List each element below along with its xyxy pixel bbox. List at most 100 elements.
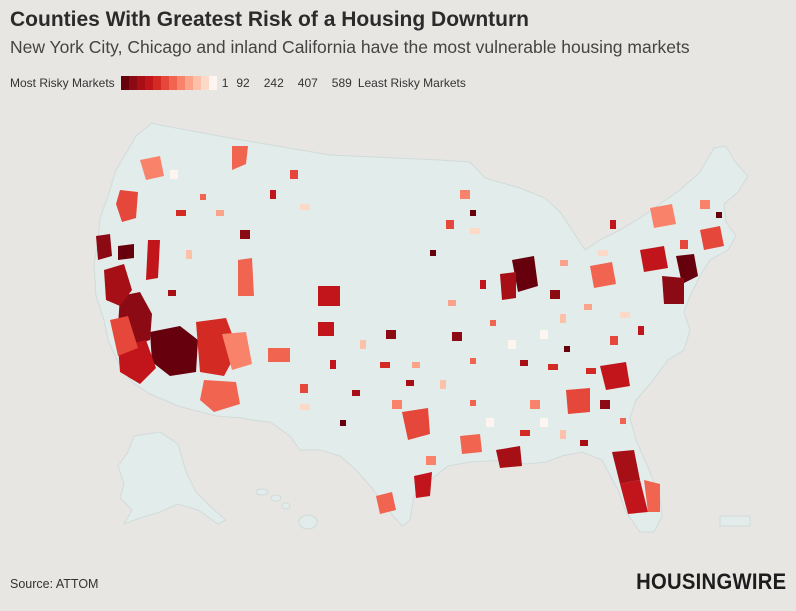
county-speckle bbox=[460, 190, 470, 199]
risk-region bbox=[566, 388, 590, 414]
county-speckle bbox=[176, 210, 186, 216]
risk-region bbox=[590, 262, 616, 288]
map-subtitle: New York City, Chicago and inland Califo… bbox=[10, 37, 690, 57]
county-speckle bbox=[584, 304, 592, 310]
county-speckle bbox=[530, 400, 540, 409]
county-speckle bbox=[186, 250, 192, 259]
county-speckle bbox=[452, 332, 462, 341]
risk-region bbox=[620, 480, 648, 514]
risk-region bbox=[118, 244, 134, 260]
risk-region bbox=[318, 286, 340, 306]
source-note: Source: ATTOM bbox=[10, 577, 99, 591]
county-speckle bbox=[508, 340, 516, 349]
county-speckle bbox=[240, 230, 250, 239]
legend-high-label: Least Risky Markets bbox=[357, 76, 466, 90]
county-speckle bbox=[360, 340, 366, 349]
legend-swatches bbox=[120, 76, 217, 90]
risk-region bbox=[116, 190, 138, 222]
alaska-land bbox=[117, 431, 227, 525]
county-speckle bbox=[300, 404, 310, 410]
risk-region bbox=[644, 480, 660, 512]
map-title: Counties With Greatest Risk of a Housing… bbox=[10, 8, 530, 31]
county-speckle bbox=[540, 418, 548, 427]
county-speckle bbox=[610, 336, 618, 345]
legend-ticks: 1 92 242 407 589 bbox=[222, 76, 352, 90]
risk-region bbox=[662, 276, 684, 304]
risk-region bbox=[200, 380, 240, 412]
county-speckle bbox=[700, 200, 710, 209]
puerto-rico-land bbox=[719, 515, 751, 527]
county-speckle bbox=[486, 418, 494, 427]
county-speckle bbox=[270, 190, 276, 199]
risk-region bbox=[232, 146, 248, 170]
legend-swatch bbox=[136, 76, 145, 90]
legend-swatch bbox=[168, 76, 177, 90]
county-speckle bbox=[470, 210, 476, 216]
risk-region bbox=[238, 258, 254, 296]
legend-swatch bbox=[208, 76, 217, 90]
county-speckle bbox=[638, 326, 644, 335]
risk-region bbox=[104, 264, 132, 306]
county-speckle bbox=[586, 368, 596, 374]
county-speckle bbox=[200, 194, 206, 200]
risk-region bbox=[196, 318, 238, 376]
risk-region bbox=[140, 156, 164, 180]
legend-tick: 589 bbox=[331, 76, 352, 90]
county-speckle bbox=[610, 220, 616, 229]
county-speckle bbox=[580, 440, 588, 446]
risk-region bbox=[640, 246, 668, 272]
legend-swatch bbox=[176, 76, 185, 90]
county-speckle bbox=[430, 250, 436, 256]
county-speckle bbox=[290, 170, 298, 179]
county-speckle bbox=[440, 380, 446, 389]
county-speckle bbox=[680, 240, 688, 249]
risk-region bbox=[96, 234, 112, 260]
county-speckle bbox=[598, 250, 608, 256]
risk-region bbox=[460, 434, 482, 454]
county-speckle bbox=[600, 400, 610, 409]
county-speckle bbox=[560, 430, 566, 439]
county-speckle bbox=[470, 228, 480, 234]
risk-region bbox=[268, 348, 290, 362]
legend-tick: 242 bbox=[263, 76, 284, 90]
brand-logo: HOUSINGWIRE bbox=[635, 569, 786, 594]
risk-region bbox=[676, 254, 698, 284]
risk-region bbox=[376, 492, 396, 514]
legend-swatch bbox=[128, 76, 137, 90]
county-risk-regions bbox=[96, 146, 724, 514]
legend-tick: 1 bbox=[221, 76, 229, 90]
county-speckle bbox=[168, 290, 176, 296]
legend-swatch bbox=[152, 76, 161, 90]
county-speckle bbox=[380, 362, 390, 368]
legend-swatch bbox=[200, 76, 209, 90]
color-legend: Most Risky Markets 1 92 242 407 589 Leas… bbox=[10, 74, 466, 92]
hawaii-land bbox=[255, 488, 318, 530]
county-speckle bbox=[490, 320, 496, 326]
legend-swatch bbox=[144, 76, 153, 90]
county-speckle bbox=[470, 400, 476, 406]
county-speckle bbox=[480, 280, 486, 289]
risk-region bbox=[512, 256, 538, 292]
us-county-risk-map bbox=[93, 122, 751, 533]
county-speckle bbox=[300, 204, 310, 210]
county-speckle bbox=[520, 360, 528, 366]
county-speckle bbox=[548, 364, 558, 370]
county-speckle bbox=[386, 330, 396, 339]
county-speckle bbox=[412, 362, 420, 368]
county-speckle bbox=[426, 456, 436, 465]
county-speckle bbox=[170, 170, 178, 179]
county-speckle bbox=[560, 314, 566, 323]
county-speckle bbox=[560, 260, 568, 266]
county-speckle bbox=[716, 212, 722, 218]
legend-tick: 92 bbox=[236, 76, 250, 90]
county-speckle bbox=[540, 330, 548, 339]
legend-tick: 407 bbox=[297, 76, 318, 90]
county-speckle bbox=[564, 346, 570, 352]
legend-swatch bbox=[120, 76, 129, 90]
county-speckle bbox=[340, 420, 346, 426]
county-speckle bbox=[330, 360, 336, 369]
county-speckle bbox=[620, 312, 630, 318]
legend-low-label: Most Risky Markets bbox=[10, 76, 115, 90]
county-speckle bbox=[300, 384, 308, 393]
risk-region bbox=[146, 240, 160, 280]
